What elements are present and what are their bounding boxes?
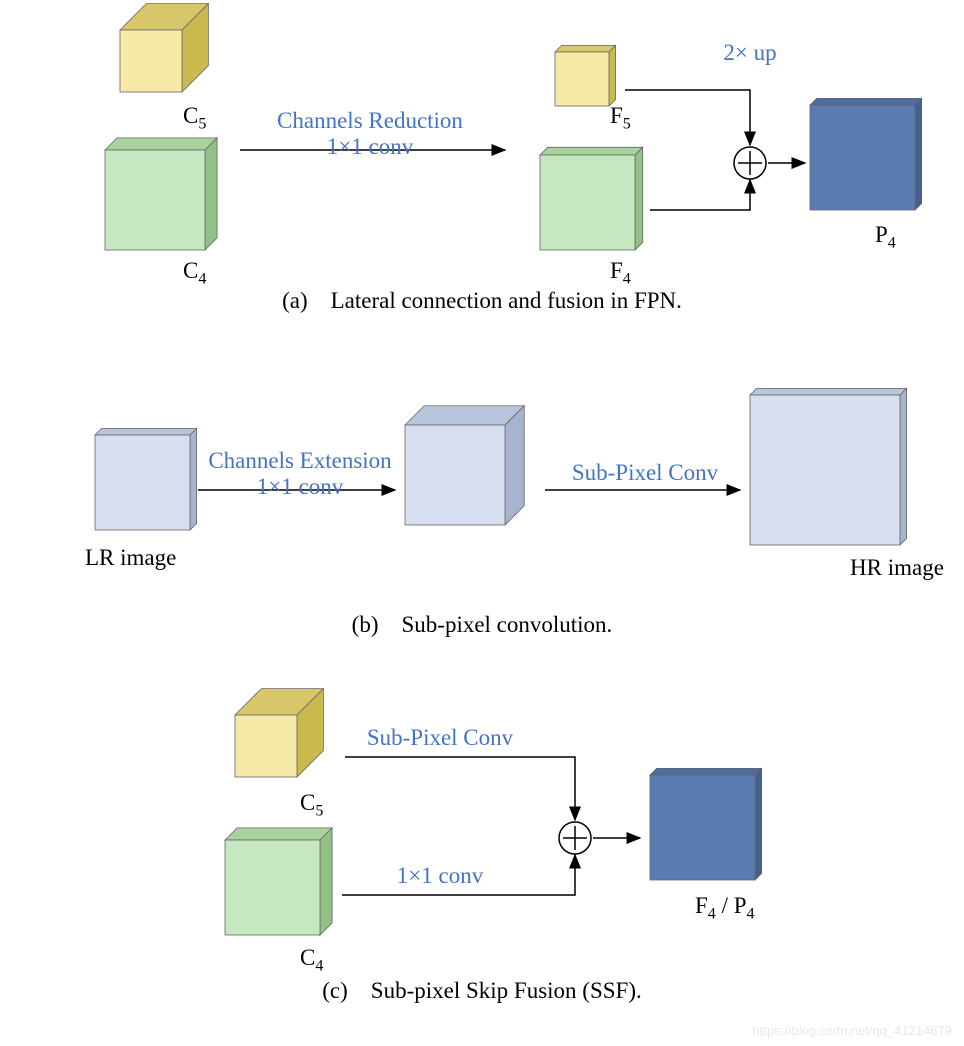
- label-c5: C5: [183, 103, 206, 134]
- panel-b: Channels Extension 1×1 conv Sub-Pixel Co…: [0, 380, 964, 650]
- watermark-text: https://blog.csdn.net/qq_41214679: [753, 1023, 953, 1038]
- op-1x1-conv-c: 1×1 conv: [380, 863, 500, 889]
- op-channels-reduction: Channels Reduction 1×1 conv: [255, 108, 485, 160]
- caption-c: (c) Sub-pixel Skip Fusion (SSF).: [0, 978, 964, 1004]
- panel-a-svg: [0, 0, 964, 330]
- label-f5: F5: [610, 103, 631, 134]
- label-c4-c: C4: [300, 945, 323, 976]
- label-c5-c: C5: [300, 790, 323, 821]
- caption-a: (a) Lateral connection and fusion in FPN…: [0, 288, 964, 314]
- label-p4: P4: [875, 222, 896, 253]
- op-subpixel-conv-b: Sub-Pixel Conv: [550, 460, 740, 486]
- label-out-c: F4 / P4: [695, 893, 755, 924]
- label-hr: HR image: [850, 555, 944, 581]
- label-f4: F4: [610, 258, 631, 289]
- op-subpixel-conv-c: Sub-Pixel Conv: [345, 725, 535, 751]
- caption-b: (b) Sub-pixel convolution.: [0, 612, 964, 638]
- op-channels-extension: Channels Extension 1×1 conv: [195, 448, 405, 500]
- label-lr: LR image: [85, 545, 176, 571]
- panel-a: Channels Reduction 1×1 conv 2× up C5 C4 …: [0, 0, 964, 330]
- label-c4: C4: [183, 258, 206, 289]
- op-2x-up: 2× up: [700, 40, 800, 66]
- panel-c: Sub-Pixel Conv 1×1 conv C5 C4 F4 / P4 (c…: [0, 680, 964, 1020]
- panel-b-svg: [0, 380, 964, 650]
